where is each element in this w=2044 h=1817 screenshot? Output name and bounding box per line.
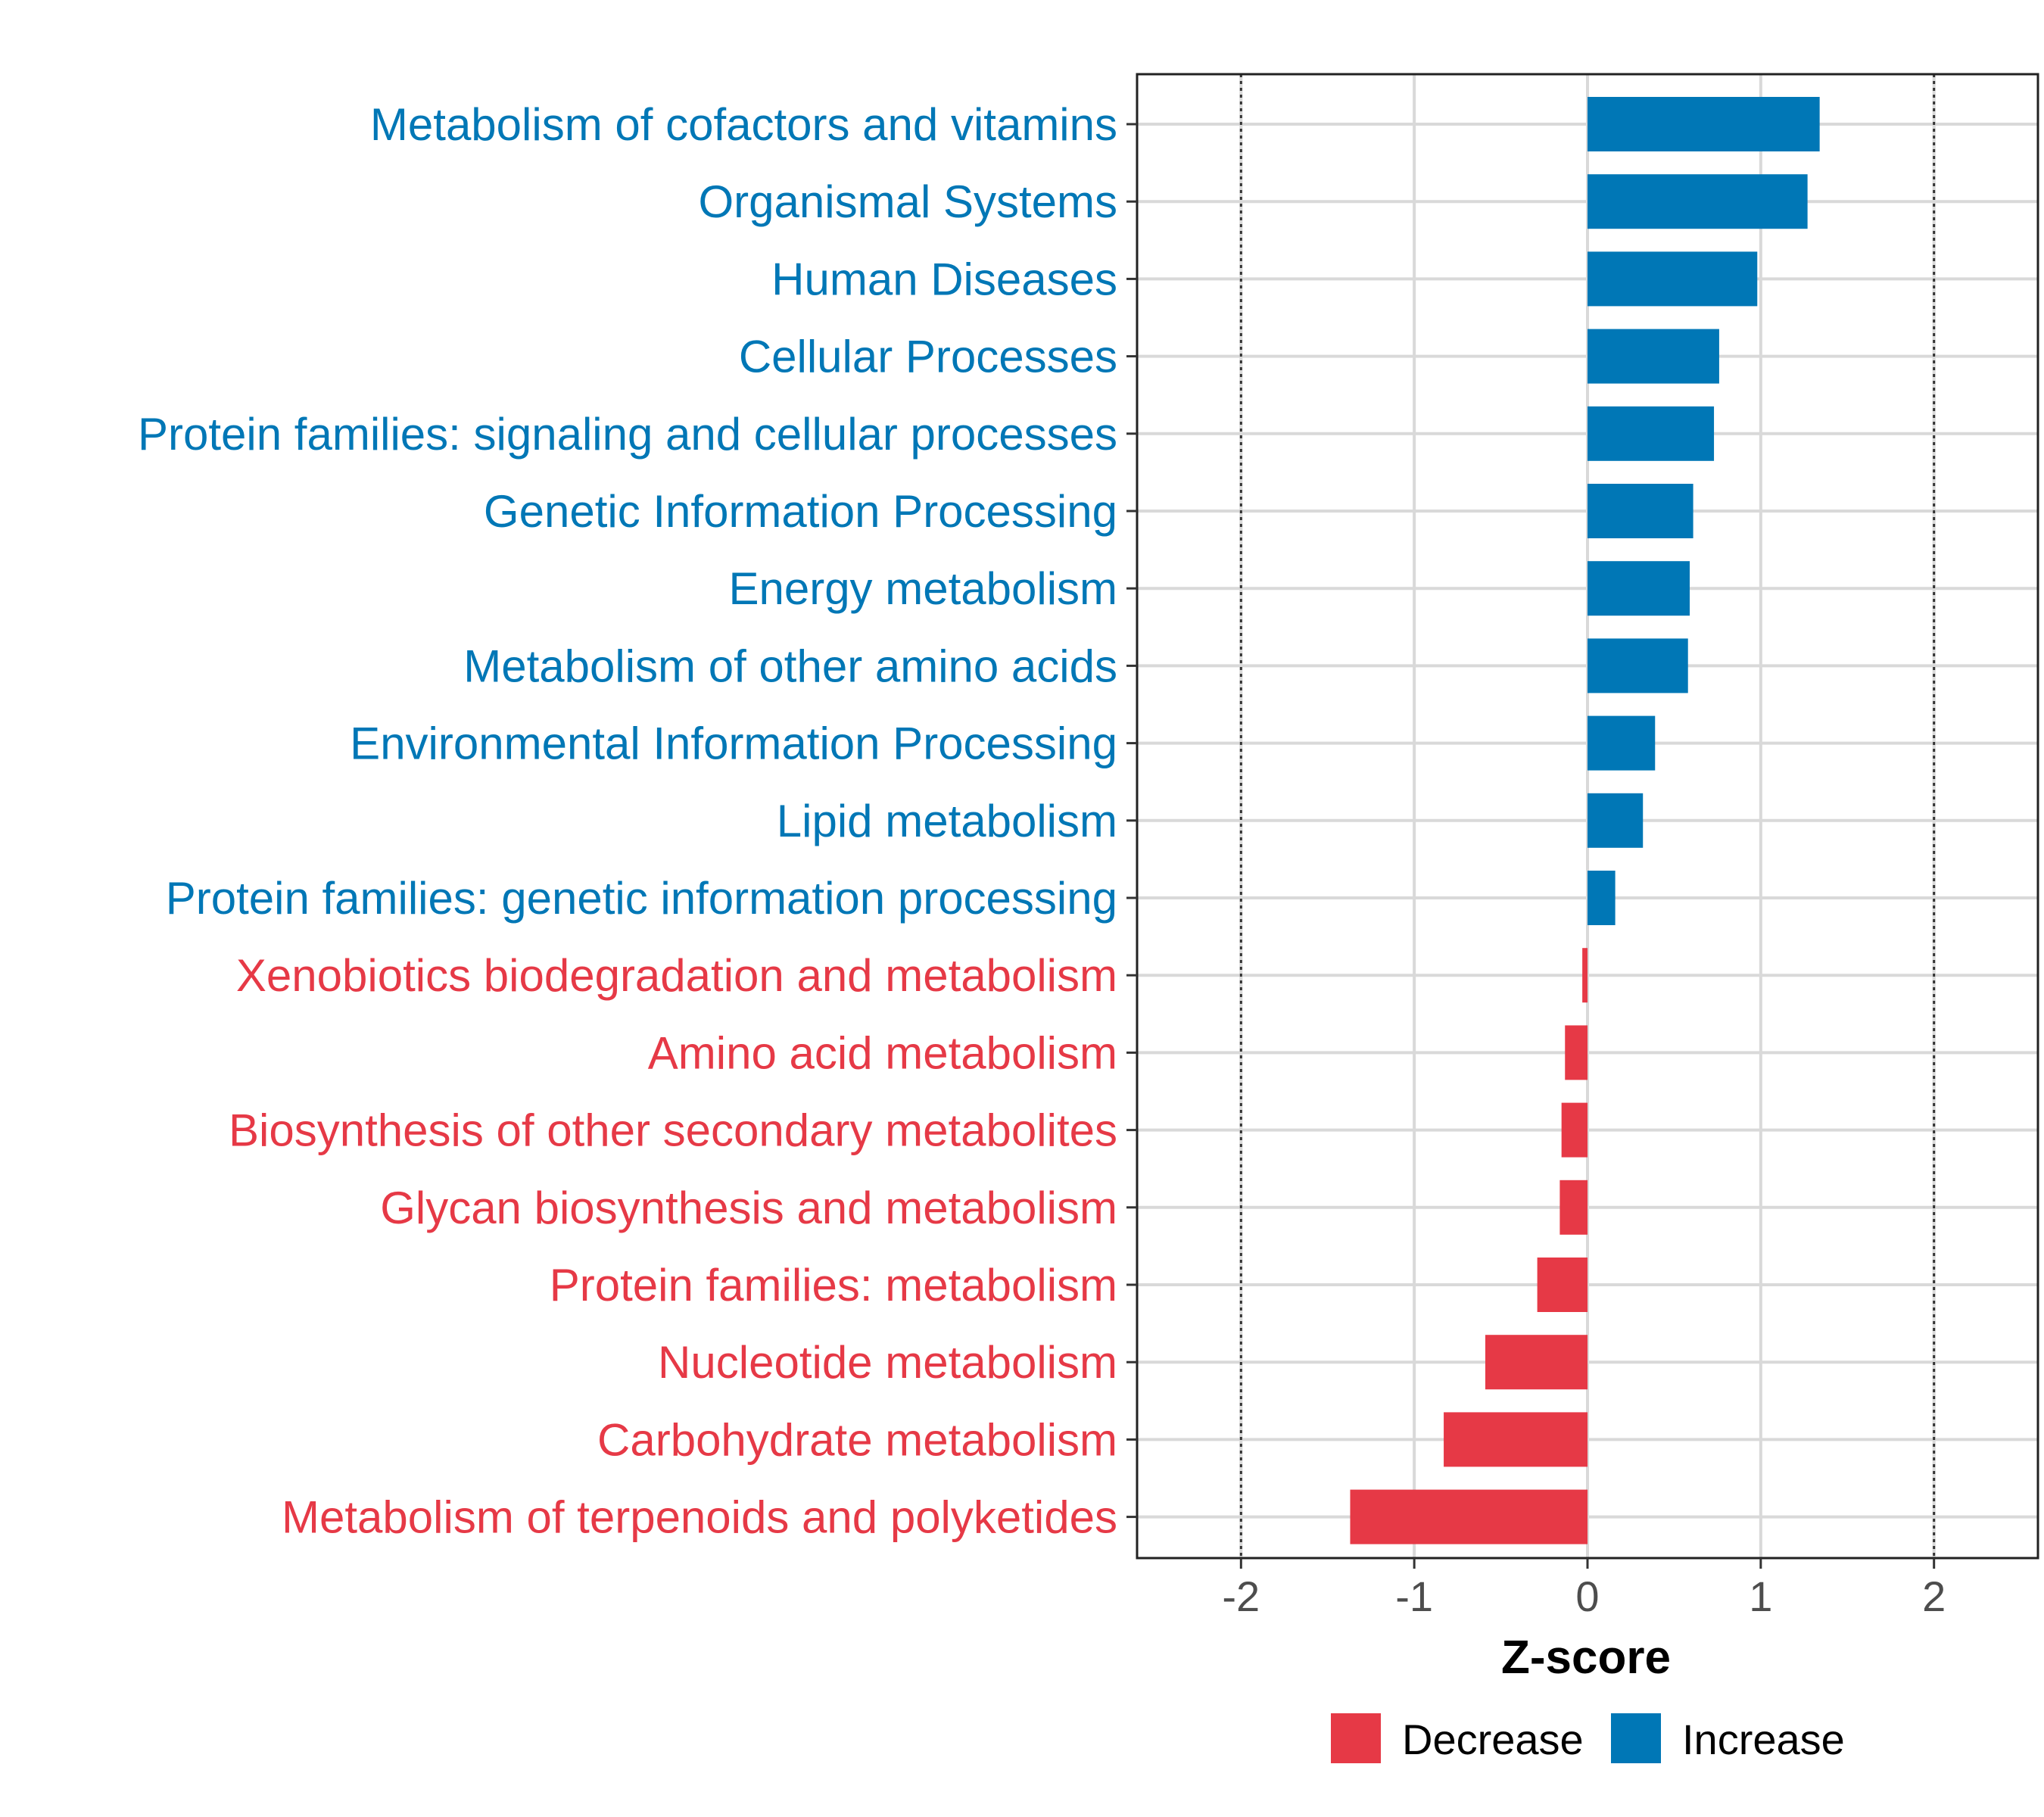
- y-tick-label: Metabolism of cofactors and vitamins: [370, 99, 1117, 150]
- bar: [1588, 561, 1690, 616]
- y-tick-label: Human Diseases: [771, 254, 1117, 304]
- legend-swatch-decrease: [1331, 1713, 1381, 1763]
- y-tick-label: Xenobiotics biodegradation and metabolis…: [236, 950, 1117, 1001]
- y-tick-label: Biosynthesis of other secondary metaboli…: [229, 1105, 1117, 1156]
- x-tick-label: 0: [1575, 1572, 1599, 1620]
- bar: [1559, 1180, 1588, 1235]
- y-tick-label: Protein families: metabolism: [550, 1260, 1117, 1311]
- bar: [1588, 871, 1616, 925]
- x-axis: -2 -1 0 1 2: [1222, 1558, 1946, 1620]
- bar: [1588, 97, 1820, 151]
- y-tick-label: Metabolism of terpenoids and polyketides: [282, 1492, 1117, 1543]
- y-tick-label: Metabolism of other amino acids: [463, 640, 1117, 691]
- x-axis-title: Z-score: [1501, 1632, 1671, 1684]
- bar: [1588, 251, 1758, 307]
- y-tick-label: Organismal Systems: [699, 176, 1117, 227]
- bar: [1588, 329, 1719, 384]
- bar: [1444, 1412, 1588, 1467]
- reference-line-layer: [1239, 74, 1936, 1558]
- bar: [1588, 638, 1688, 693]
- bar-layer: [1350, 97, 1820, 1544]
- bar: [1588, 406, 1715, 461]
- x-tick-label: -1: [1395, 1572, 1433, 1620]
- y-tick-label: Protein families: signaling and cellular…: [138, 409, 1117, 460]
- y-axis: Metabolism of cofactors and vitamins Orga…: [138, 99, 1137, 1543]
- bar: [1565, 1025, 1588, 1080]
- x-tick-label: -2: [1222, 1572, 1260, 1620]
- y-tick-label: Cellular Processes: [739, 332, 1117, 382]
- legend-label-increase: Increase: [1682, 1716, 1845, 1763]
- y-tick-label: Environmental Information Processing: [350, 718, 1117, 769]
- y-tick-label: Nucleotide metabolism: [658, 1337, 1117, 1388]
- y-tick-label: Genetic Information Processing: [484, 486, 1117, 537]
- legend: Decrease Increase: [1331, 1713, 1845, 1763]
- bar: [1582, 948, 1588, 1003]
- y-tick-label: Amino acid metabolism: [648, 1027, 1117, 1078]
- legend-swatch-increase: [1611, 1713, 1661, 1763]
- bar: [1588, 174, 1808, 229]
- y-tick-label: Protein families: genetic information pr…: [166, 873, 1117, 924]
- bar: [1561, 1102, 1588, 1158]
- bar: [1588, 715, 1656, 771]
- bar: [1588, 484, 1693, 538]
- y-tick-label: Glycan biosynthesis and metabolism: [380, 1183, 1117, 1233]
- x-tick-label: 1: [1749, 1572, 1772, 1620]
- bar: [1537, 1258, 1588, 1312]
- x-tick-label: 2: [1922, 1572, 1946, 1620]
- bar: [1350, 1489, 1588, 1544]
- bar: [1588, 793, 1644, 848]
- y-tick-label: Lipid metabolism: [777, 796, 1117, 846]
- legend-label-decrease: Decrease: [1402, 1716, 1584, 1763]
- y-tick-label: Energy metabolism: [728, 563, 1117, 614]
- bar: [1485, 1335, 1588, 1390]
- y-tick-label: Carbohydrate metabolism: [597, 1414, 1117, 1465]
